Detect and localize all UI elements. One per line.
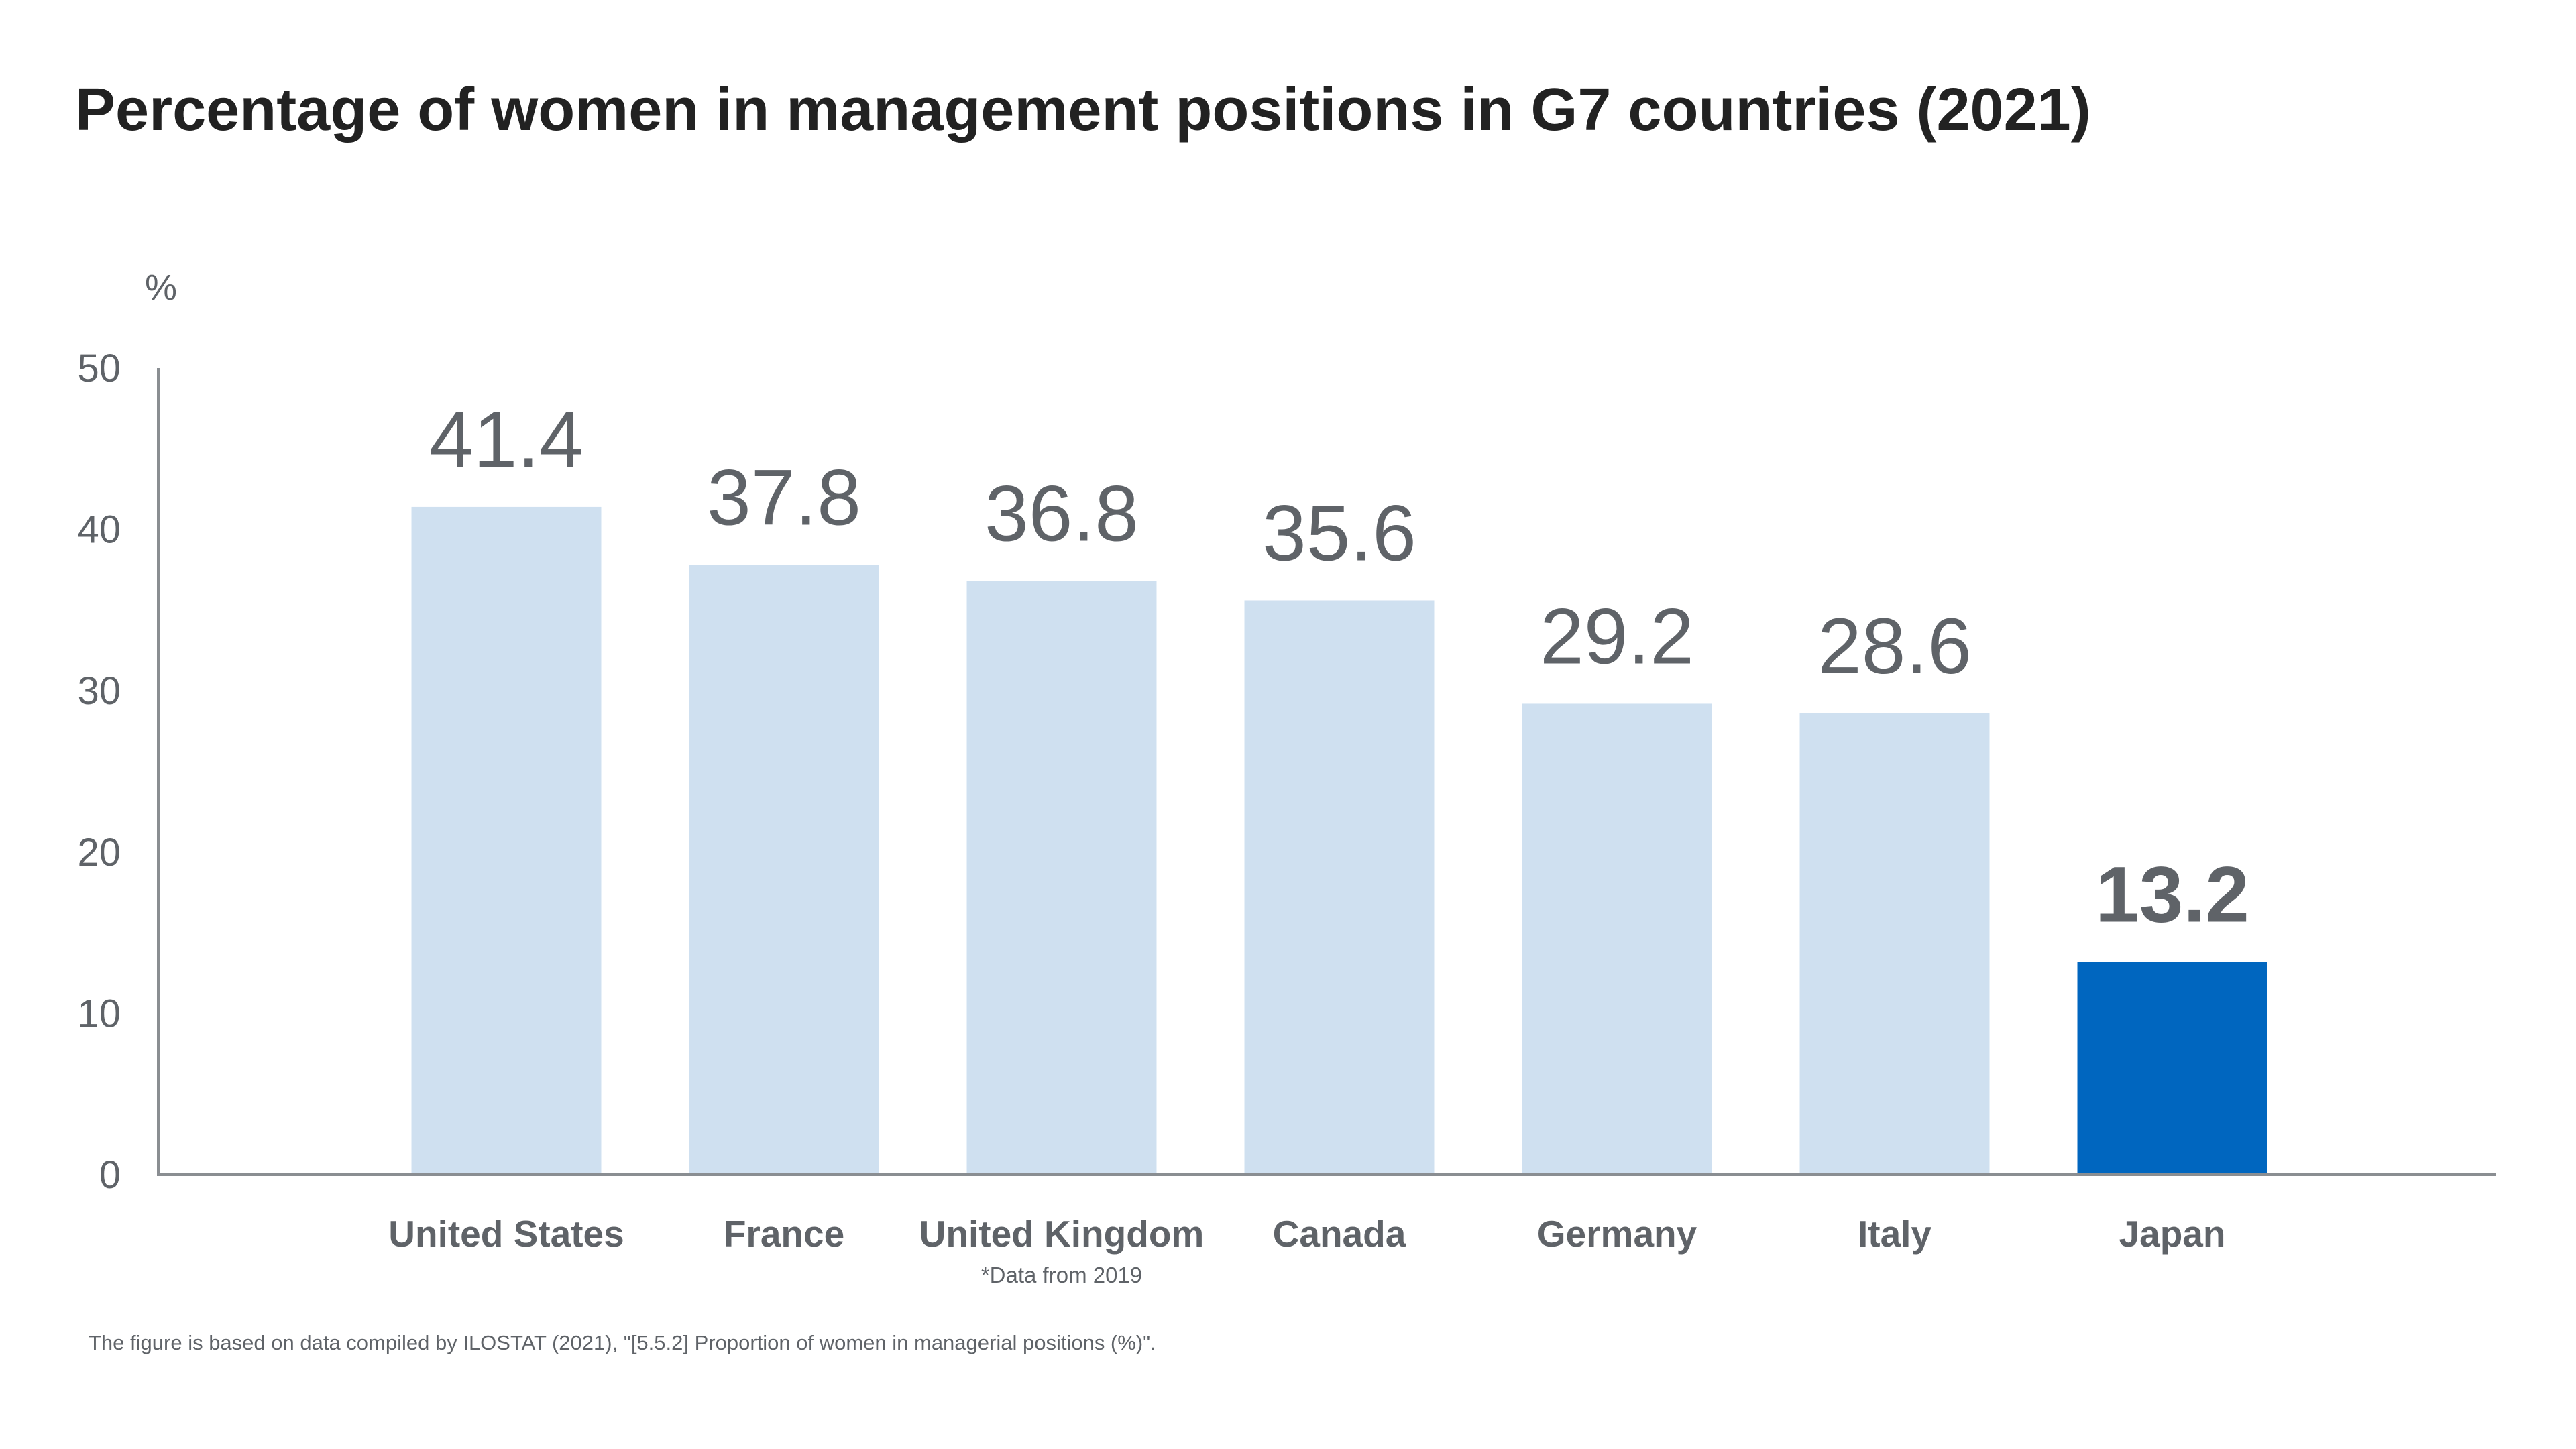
y-tick-label: 10 xyxy=(77,992,121,1035)
value-label: 35.6 xyxy=(1262,489,1416,577)
value-label: 37.8 xyxy=(707,454,861,542)
uk-footnote: *Data from 2019 xyxy=(981,1263,1142,1287)
category-label: United States xyxy=(388,1213,624,1255)
chart-title: Percentage of women in management positi… xyxy=(75,76,2091,143)
value-label: 41.4 xyxy=(429,396,583,484)
category-label: Germany xyxy=(1537,1213,1697,1255)
bar-united-states xyxy=(411,506,602,1175)
y-tick-label: 50 xyxy=(77,347,121,390)
category-label: France xyxy=(724,1213,844,1255)
source-note: The figure is based on data compiled by … xyxy=(89,1331,1156,1354)
value-label: 36.8 xyxy=(985,470,1139,559)
category-label: Japan xyxy=(2119,1213,2226,1255)
bar-united-kingdom xyxy=(966,581,1157,1175)
bar-germany xyxy=(1522,703,1712,1175)
bar-japan xyxy=(2077,962,2267,1175)
category-label: Canada xyxy=(1273,1213,1406,1255)
value-label: 29.2 xyxy=(1540,592,1694,681)
y-tick-label: 40 xyxy=(77,508,121,552)
category-label: Italy xyxy=(1858,1213,1931,1255)
bar-france xyxy=(689,565,879,1175)
category-label: United Kingdom xyxy=(919,1213,1205,1255)
y-axis-unit: % xyxy=(145,268,177,308)
y-tick-label: 0 xyxy=(99,1153,121,1197)
y-tick-label: 30 xyxy=(77,669,121,713)
bar-canada xyxy=(1244,600,1435,1175)
value-label: 13.2 xyxy=(2095,850,2249,939)
value-label: 28.6 xyxy=(1817,602,1972,691)
y-tick-label: 20 xyxy=(77,831,121,874)
bar-italy xyxy=(1799,713,1990,1175)
